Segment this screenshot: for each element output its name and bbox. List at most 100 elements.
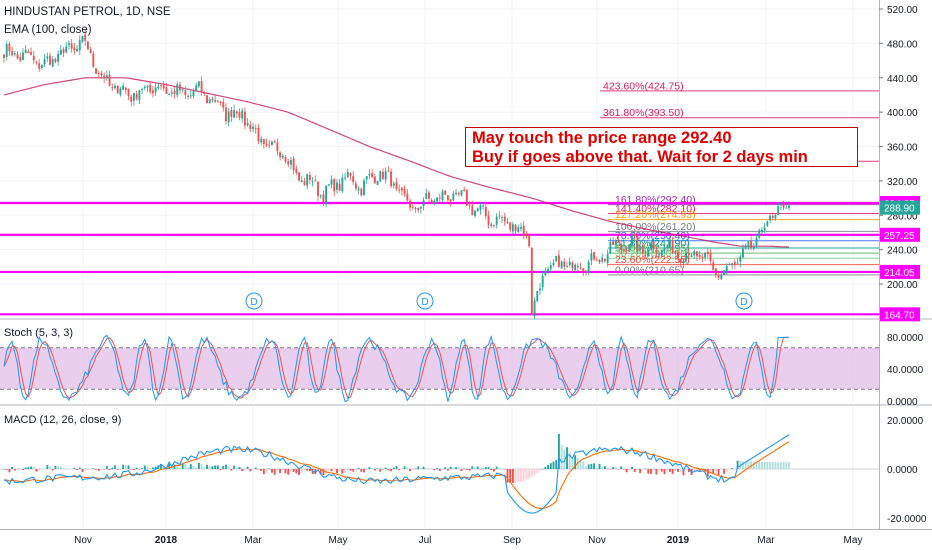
macd-histogram-bar: [68, 468, 70, 470]
dividend-marker[interactable]: [735, 292, 753, 310]
macd-histogram-bar: [225, 464, 227, 469]
candle-body: [19, 57, 22, 61]
candle-body: [566, 266, 568, 268]
candle-body: [539, 288, 541, 291]
macd-histogram-bar: [709, 469, 712, 473]
macd-histogram-bar: [271, 469, 273, 473]
macd-histogram-bar: [530, 469, 533, 477]
candle-body: [414, 208, 417, 210]
candle-body: [501, 217, 504, 219]
candle-body: [211, 98, 214, 101]
macd-histogram-bar: [449, 466, 452, 469]
macd-histogram-bar: [132, 469, 135, 471]
macd-pane[interactable]: [0, 406, 879, 529]
macd-histogram-bar: [300, 469, 303, 473]
candle-body: [476, 208, 479, 212]
candle-body: [203, 92, 206, 95]
macd-histogram-bar: [130, 469, 133, 470]
macd-histogram-bar: [560, 444, 563, 469]
candle-body: [165, 87, 168, 94]
candle-body: [333, 178, 336, 192]
macd-histogram-bar: [514, 469, 517, 483]
macd-histogram-bar: [503, 469, 506, 470]
fib-label: 50.00%(235.95): [615, 243, 690, 255]
macd-line: [3, 434, 790, 514]
candle-body: [27, 51, 30, 53]
macd-histogram-bar: [463, 468, 466, 470]
candle-body: [690, 255, 693, 257]
stoch-tick-label: 80.0000: [887, 333, 924, 344]
macd-histogram-bar: [73, 467, 76, 469]
candle-body: [557, 255, 560, 267]
price-badge: [880, 227, 920, 242]
macd-histogram-bar: [490, 469, 493, 471]
candle-body: [712, 262, 715, 270]
macd-histogram-bar: [216, 465, 219, 469]
stoch-band: [0, 347, 879, 390]
candle-body: [208, 99, 211, 104]
candle-body: [249, 124, 252, 130]
macd-histogram-bar: [625, 469, 628, 473]
macd-histogram-bar: [444, 467, 447, 469]
candle-body: [742, 248, 744, 258]
candle-body: [81, 35, 84, 42]
candle-body: [663, 248, 666, 251]
macd-histogram-bar: [119, 469, 122, 470]
macd-histogram-bar: [76, 469, 79, 471]
macd-histogram-bar: [655, 469, 658, 475]
candle-body: [154, 87, 157, 93]
macd-histogram-bar: [714, 469, 717, 473]
y-tick-label: 280.00: [887, 211, 918, 222]
candle-body: [273, 141, 276, 143]
macd-histogram-bar: [54, 465, 57, 469]
macd-histogram-bar: [203, 467, 206, 469]
macd-histogram-bar: [181, 462, 184, 469]
candle-body: [387, 170, 390, 172]
macd-histogram-bar: [233, 465, 236, 469]
y-tick-label: 400.00: [887, 108, 918, 119]
macd-histogram-bar: [124, 465, 127, 469]
macd-histogram-bar: [314, 469, 317, 475]
macd-histogram-bar: [474, 467, 476, 469]
y-tick-label: 240.00: [887, 246, 918, 257]
candle-body: [752, 246, 755, 249]
macd-histogram-bar: [184, 463, 187, 469]
candle-body: [782, 203, 785, 208]
macd-tick-label: 20.0000: [887, 416, 924, 427]
candle-body: [206, 95, 208, 104]
candle-body: [696, 251, 698, 257]
candle-body: [522, 225, 525, 237]
macd-histogram-bar: [38, 469, 41, 471]
macd-histogram-bar: [122, 464, 125, 469]
macd-histogram-bar: [436, 467, 439, 469]
macd-histogram-bar: [428, 468, 430, 469]
macd-histogram-bar: [479, 469, 482, 470]
macd-histogram-bar: [168, 463, 171, 469]
candle-body: [436, 197, 439, 202]
macd-histogram-bar: [344, 469, 347, 473]
macd-histogram-bar: [487, 466, 490, 469]
macd-histogram-bar: [601, 466, 604, 469]
dividend-marker[interactable]: [245, 292, 263, 310]
macd-histogram-bar: [57, 465, 60, 469]
macd-histogram-bar: [430, 468, 433, 470]
macd-histogram-bar: [227, 466, 230, 469]
macd-histogram-bar: [336, 469, 338, 474]
candle-body: [105, 75, 108, 78]
candle-body: [181, 89, 184, 91]
candle-body: [406, 193, 409, 201]
candle-body: [111, 87, 114, 89]
candle-body: [287, 161, 290, 165]
horizontal-levels[interactable]: [0, 201, 879, 316]
candle-body: [511, 224, 514, 232]
candle-body: [254, 128, 257, 130]
macd-histogram-bar: [265, 469, 268, 473]
macd-histogram-bar: [639, 469, 642, 474]
annotation-box[interactable]: May touch the price range 292.40 Buy if …: [465, 127, 858, 167]
annotation-line-2: Buy if goes above that. Wait for 2 days …: [472, 148, 808, 166]
candle-body: [514, 224, 517, 232]
dividend-marker[interactable]: [416, 292, 434, 310]
macd-histogram-bar: [650, 469, 652, 474]
